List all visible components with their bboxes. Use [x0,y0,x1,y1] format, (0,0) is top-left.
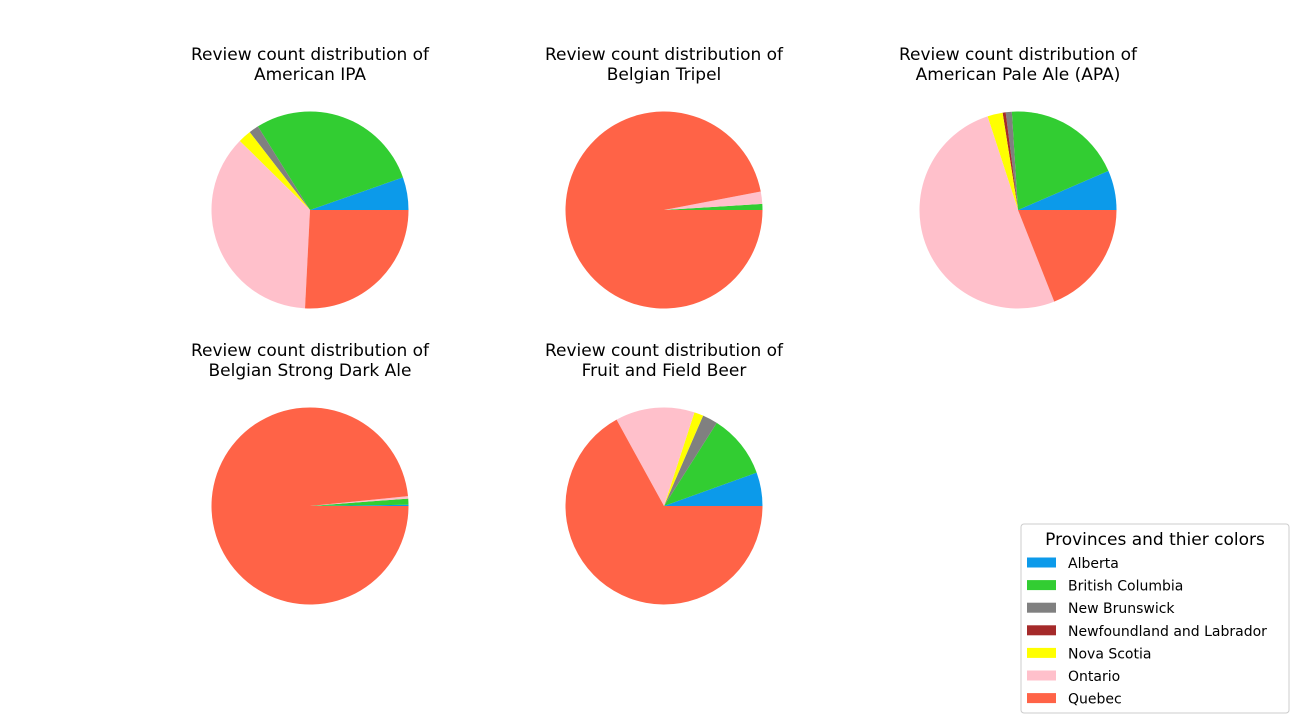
legend-swatch [1027,670,1056,681]
legend-label: Nova Scotia [1068,646,1151,662]
pie-slice-nova-scotia [987,112,1018,210]
legend-label: Alberta [1068,556,1119,572]
pie-slice-ontario [919,116,1055,309]
legend-swatch [1027,693,1056,704]
legend-frame [1020,523,1290,714]
pie-title-line-1: Review count distribution of [545,45,784,65]
legend-swatch [1027,625,1056,636]
pie-slice-new-brunswick [664,415,717,506]
legend-label: Quebec [1068,692,1122,708]
legend-items: Alberta British Columbia New Brunswick Newf… [1027,556,1267,708]
pie-title-line-2: Belgian Strong Dark Ale [209,361,412,381]
pie-grid: Review count distribution of American IPA… [191,45,1138,605]
legend-title: Provinces and thier colors [1045,530,1265,550]
pie-slice-quebec [211,407,409,605]
pie-slice-alberta [310,504,409,506]
pie-slice-alberta [664,472,763,506]
legend-swatch [1027,602,1056,613]
pie-slice-british-columbia [257,111,403,210]
pie-slice-quebec [565,111,763,309]
pie-title: Review count distribution of Belgian Stro… [191,341,430,381]
pie-title-line-2: Belgian Tripel [607,65,722,85]
pie-slice-alberta [1018,170,1117,210]
legend-item-newfoundland-and-labrador: Newfoundland and Labrador [1027,624,1267,640]
pie-slice-new-brunswick [249,126,310,210]
pie-slice-nova-scotia [239,132,310,210]
pie-chart-american-pale-ale-apa: Review count distribution of American Pal… [899,45,1138,309]
pie-slice-quebec [1018,210,1117,302]
pie-title: Review count distribution of American Pal… [899,45,1138,85]
pie-slice-nova-scotia [664,412,704,506]
pie-slice-quebec [565,419,763,605]
legend-item-british-columbia: British Columbia [1027,579,1183,595]
pie-title-line-1: Review count distribution of [899,45,1138,65]
pie-title-line-1: Review count distribution of [191,341,430,361]
legend-label: Newfoundland and Labrador [1068,624,1267,640]
legend-item-alberta: Alberta [1027,556,1119,572]
pie-slice-british-columbia [664,203,763,210]
pie-chart-fruit-and-field-beer: Review count distribution of Fruit and Fi… [545,341,784,605]
pie-slice-ontario [211,140,310,309]
pie-title-line-2: Fruit and Field Beer [582,361,747,381]
pie-slice-quebec [305,210,409,309]
pie-slice-alberta [310,177,409,210]
legend-item-quebec: Quebec [1027,692,1122,708]
pie-title-line-2: American IPA [254,65,366,85]
legend-label: Ontario [1068,669,1120,685]
legend-item-nova-scotia: Nova Scotia [1027,646,1151,662]
pie-title-line-2: American Pale Ale (APA) [916,65,1121,85]
legend-swatch [1027,647,1056,658]
pie-slice-british-columbia [664,422,757,506]
pie-chart-belgian-strong-dark-ale: Review count distribution of Belgian Stro… [191,341,430,605]
legend-swatch [1027,557,1056,568]
legend-label: British Columbia [1068,579,1183,595]
pie-slice-british-columbia [310,498,409,506]
legend-item-ontario: Ontario [1027,669,1120,685]
pie-title-line-1: Review count distribution of [191,45,430,65]
pie-title: Review count distribution of Belgian Trip… [545,45,784,85]
pie-title-line-1: Review count distribution of [545,341,784,361]
pie-chart-american-ipa: Review count distribution of American IPA [191,45,430,309]
pie-slice-ontario [310,496,409,506]
legend-label: New Brunswick [1068,601,1175,617]
legend: Provinces and thier colors Alberta Britis… [1020,523,1290,714]
pie-title: Review count distribution of American IPA [191,45,430,85]
pie-slice-british-columbia [1011,111,1109,210]
pie-slice-new-brunswick [1005,111,1018,210]
pie-slice-ontario [616,407,695,506]
pie-chart-belgian-tripel: Review count distribution of Belgian Trip… [545,45,784,309]
pie-slice-newfoundland-and-labrador [1002,112,1018,210]
pie-title: Review count distribution of Fruit and Fi… [545,341,784,381]
legend-swatch [1027,580,1056,591]
legend-item-new-brunswick: New Brunswick [1027,601,1175,617]
pie-slice-ontario [664,191,763,210]
